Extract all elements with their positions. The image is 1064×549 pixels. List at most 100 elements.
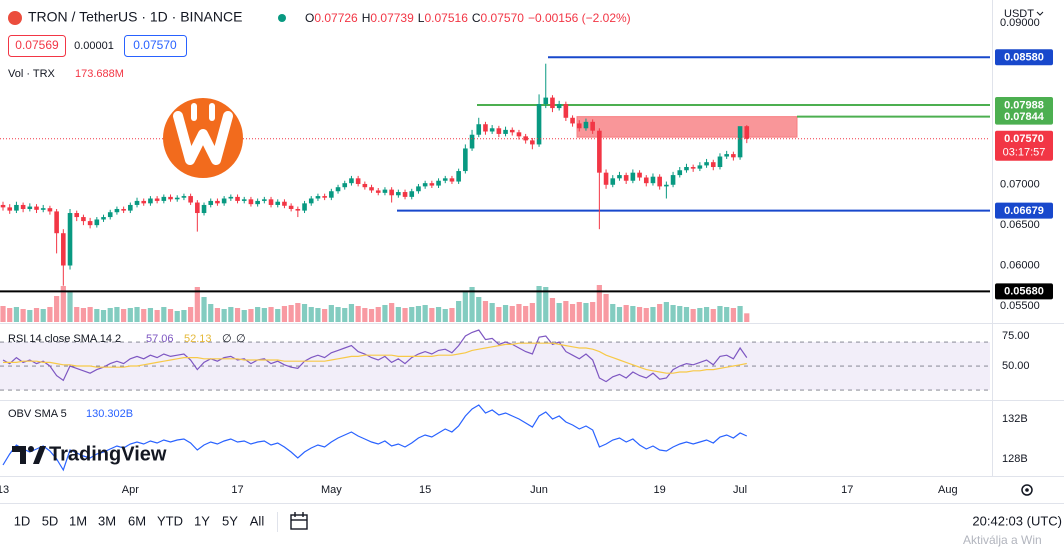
candle-body: [262, 199, 267, 201]
volume-bar: [616, 307, 623, 322]
volume-bar: [107, 308, 113, 322]
volume-bar: [657, 304, 663, 322]
y-tick-label: 0.07000: [1000, 179, 1040, 191]
brand-logo: [163, 98, 243, 178]
candle-body: [268, 199, 274, 205]
ohlc-value: 0.07739: [370, 11, 414, 25]
volume-bar: [114, 307, 120, 322]
level-badge-label: 0.08580: [1004, 52, 1044, 64]
date-range-icon[interactable]: [290, 512, 308, 530]
candle-body: [710, 162, 716, 168]
candle-body: [489, 128, 495, 132]
ohlc-readout: O0.07726 H0.07739 L0.07516 C0.07570 −0.00156…: [305, 11, 631, 25]
volume-bar: [536, 286, 542, 322]
y-tick-label: 50.00: [1002, 360, 1030, 372]
candle-body: [248, 199, 254, 205]
volume-bar: [121, 309, 127, 322]
volume-bar: [630, 306, 636, 322]
volume-bar: [603, 294, 609, 322]
range-button[interactable]: All: [250, 513, 265, 528]
range-button[interactable]: 1M: [69, 513, 87, 528]
candle-body: [20, 204, 26, 209]
level-badge-label: 0.07988: [1004, 99, 1044, 111]
settings-icon-core[interactable]: [1025, 488, 1029, 492]
volume-bar: [730, 308, 736, 322]
obv-legend: OBV SMA 5: [8, 408, 67, 420]
candle-body: [463, 148, 468, 172]
volume-bar: [710, 309, 716, 322]
ask-box[interactable]: [124, 35, 187, 57]
level-badge: [995, 49, 1053, 66]
ask-price[interactable]: 0.07570: [133, 38, 177, 52]
range-button[interactable]: 1Y: [194, 513, 210, 528]
candle-body: [664, 184, 669, 187]
candle-body: [536, 104, 542, 145]
bid-price[interactable]: 0.07569: [15, 38, 59, 52]
candle-body: [550, 97, 555, 109]
volume-bar: [442, 309, 448, 322]
candle-body: [704, 162, 709, 166]
range-button[interactable]: 3M: [98, 513, 116, 528]
candle-body: [161, 196, 167, 201]
range-button[interactable]: 5Y: [222, 513, 238, 528]
countdown-label: 03:17:57: [1003, 147, 1046, 159]
volume-bar: [663, 302, 669, 322]
candle-body: [215, 200, 220, 204]
range-button[interactable]: 1D: [14, 513, 31, 528]
volume-bar: [60, 286, 66, 322]
volume-bar: [690, 309, 696, 322]
volume-bar: [596, 285, 602, 322]
candle-body: [295, 208, 301, 211]
volume-bar: [576, 302, 582, 322]
candle-body: [503, 129, 508, 134]
volume-bar: [315, 308, 321, 322]
volume-bar: [261, 308, 267, 322]
volume-bar: [362, 308, 368, 322]
ohlc-value: 0.07726: [314, 11, 358, 25]
range-button[interactable]: 6M: [128, 513, 146, 528]
symbol-title: TRON / TetherUS · 1D · BINANCE: [28, 9, 242, 25]
candle-body: [27, 206, 33, 209]
volume-bar: [181, 310, 187, 322]
obv-last: 130.302B: [86, 408, 133, 420]
y-tick-label: 0.06000: [1000, 259, 1040, 271]
candle-body: [670, 175, 676, 185]
settings-icon[interactable]: [1021, 484, 1033, 496]
volume-bar: [422, 305, 428, 322]
volume-bar: [737, 306, 743, 322]
candle-body: [476, 124, 482, 135]
candle-body: [61, 233, 66, 266]
volume-bar: [40, 309, 46, 322]
candle-body: [744, 126, 750, 139]
range-button[interactable]: YTD: [157, 513, 183, 528]
volume-bar: [569, 304, 576, 322]
level-badge: [995, 108, 1053, 125]
volume-bar: [462, 292, 468, 322]
range-button[interactable]: 5D: [42, 513, 59, 528]
volume-bar: [255, 307, 261, 322]
clock[interactable]: 20:42:03 (UTC): [972, 513, 1062, 528]
volume-bar: [610, 304, 616, 322]
dropdown-caret[interactable]: [1036, 11, 1044, 16]
y-tick-label: 0.05500: [1000, 300, 1040, 312]
currency-selector[interactable]: USDT: [1004, 8, 1034, 20]
resistance-zone: [576, 116, 798, 138]
candle-body: [288, 205, 294, 209]
candle-body: [530, 140, 535, 145]
volume-bar: [141, 309, 147, 322]
candle-body: [650, 176, 656, 184]
candle-body: [154, 198, 160, 201]
candle-body: [208, 200, 214, 205]
bid-box[interactable]: [8, 35, 66, 57]
rsi-legend: RSI 14 close SMA 14 2: [8, 333, 121, 345]
candle-body: [67, 213, 73, 266]
candle-body: [623, 175, 629, 181]
candle-body: [643, 177, 649, 184]
ohlc-key: L: [418, 11, 425, 25]
level-badge-label: 0.05680: [1004, 286, 1044, 298]
candle-body: [570, 117, 575, 124]
level-badge: [995, 283, 1053, 300]
candle-body: [315, 196, 321, 199]
candle-body: [14, 204, 19, 211]
